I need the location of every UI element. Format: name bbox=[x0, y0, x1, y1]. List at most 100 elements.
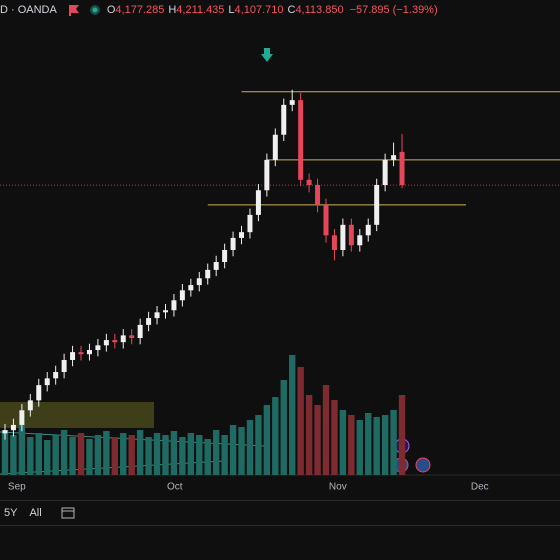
candle-body bbox=[196, 278, 202, 286]
volume-bar bbox=[365, 413, 372, 475]
status-dot bbox=[89, 5, 100, 15]
candle-body bbox=[289, 100, 295, 105]
candle-body bbox=[146, 318, 152, 325]
candle-body bbox=[230, 237, 236, 250]
volume-bar bbox=[263, 405, 271, 475]
candle-body bbox=[281, 104, 287, 135]
candle-body bbox=[112, 340, 118, 343]
candle-body bbox=[120, 335, 126, 343]
candle-body bbox=[382, 159, 388, 186]
volume-bar bbox=[212, 430, 220, 475]
range-button[interactable]: 5Y bbox=[4, 507, 18, 519]
x-tick-label: Oct bbox=[167, 482, 183, 493]
candle-body bbox=[53, 372, 59, 379]
volume-bar bbox=[196, 435, 203, 475]
volume-bar bbox=[314, 405, 321, 475]
ohlc-label: C bbox=[287, 4, 296, 16]
ohlc-label: H bbox=[168, 4, 177, 16]
volume-bar bbox=[136, 430, 144, 475]
volume-bar bbox=[373, 417, 380, 475]
candle-body bbox=[137, 324, 143, 338]
volume-bar bbox=[297, 367, 304, 475]
volume-bar bbox=[27, 437, 34, 475]
candle-body bbox=[255, 190, 261, 215]
ohlc-label: L bbox=[228, 4, 235, 16]
volume-bar bbox=[103, 431, 110, 475]
candle-body bbox=[272, 134, 278, 160]
volume-bar bbox=[238, 427, 245, 475]
toolbar: 5Y All bbox=[0, 500, 560, 526]
candle-body bbox=[171, 300, 177, 311]
candle-body bbox=[2, 430, 8, 434]
volume-bar bbox=[44, 440, 51, 475]
x-tick-label: Dec bbox=[471, 482, 489, 493]
candle-body bbox=[374, 185, 380, 225]
candle-body bbox=[162, 310, 168, 313]
candle-body bbox=[78, 352, 84, 355]
candle-body bbox=[348, 224, 354, 246]
candle-body bbox=[103, 340, 109, 346]
candle-body bbox=[44, 378, 50, 386]
candle-body bbox=[365, 224, 371, 236]
candle-body bbox=[298, 100, 304, 180]
change: −57.895 (−1.39%) bbox=[349, 4, 438, 16]
volume-bar bbox=[162, 435, 169, 475]
volume-bar bbox=[120, 433, 127, 475]
volume-bar bbox=[356, 420, 363, 475]
candle-body bbox=[205, 269, 211, 279]
candle-body bbox=[27, 400, 33, 411]
volume-bar bbox=[86, 439, 93, 475]
volume-bar bbox=[77, 433, 85, 475]
range-button[interactable]: All bbox=[29, 507, 42, 519]
candle-body bbox=[399, 151, 405, 186]
candle-body bbox=[315, 185, 321, 205]
ohlc-value: 4,211.435 bbox=[176, 4, 225, 16]
volume-bar bbox=[52, 435, 59, 475]
x-tick-label: Sep bbox=[8, 482, 26, 493]
volume-bar bbox=[305, 395, 313, 475]
volume-bar bbox=[187, 433, 195, 475]
candle-body bbox=[222, 249, 228, 263]
candle-body bbox=[264, 159, 270, 191]
volume-bar bbox=[128, 435, 135, 475]
volume-bar bbox=[339, 410, 347, 475]
volume-bar bbox=[221, 435, 228, 475]
chart: Sep Oct Nov Dec bbox=[0, 48, 560, 493]
signal-arrow bbox=[261, 48, 273, 62]
volume-bar bbox=[94, 435, 102, 475]
volume-bar bbox=[280, 380, 287, 475]
volume-bar bbox=[322, 385, 330, 475]
volume-bar bbox=[229, 425, 237, 475]
candle-body bbox=[247, 214, 253, 233]
volume-bar bbox=[348, 415, 355, 475]
volume-bar bbox=[18, 425, 26, 475]
zone-box bbox=[0, 402, 154, 428]
candle-body bbox=[306, 179, 312, 186]
volume-bar bbox=[111, 437, 119, 475]
volume-bar bbox=[69, 437, 76, 475]
candle-body bbox=[357, 235, 363, 246]
candle-body bbox=[239, 232, 245, 238]
volume-bar bbox=[170, 431, 178, 475]
volume-bar bbox=[272, 397, 279, 475]
candle-body bbox=[391, 155, 397, 160]
volume-bar bbox=[60, 430, 68, 475]
candle-body bbox=[70, 352, 76, 360]
candle-body bbox=[340, 224, 346, 250]
volume-bar bbox=[153, 433, 161, 475]
volume-bar bbox=[289, 355, 296, 475]
candle-body bbox=[331, 235, 337, 250]
ohlc-label: O bbox=[106, 4, 116, 16]
candle-body bbox=[61, 359, 67, 373]
calendar-button[interactable] bbox=[60, 506, 76, 520]
candle-body bbox=[154, 312, 160, 319]
volume-bar bbox=[145, 437, 152, 475]
volume-bar bbox=[246, 420, 254, 475]
candle-body bbox=[188, 285, 194, 291]
volume-bar bbox=[35, 433, 42, 475]
candle-body bbox=[213, 262, 219, 270]
volume-bar bbox=[390, 410, 397, 475]
volume-bar bbox=[179, 437, 186, 475]
candle-body bbox=[86, 350, 92, 355]
